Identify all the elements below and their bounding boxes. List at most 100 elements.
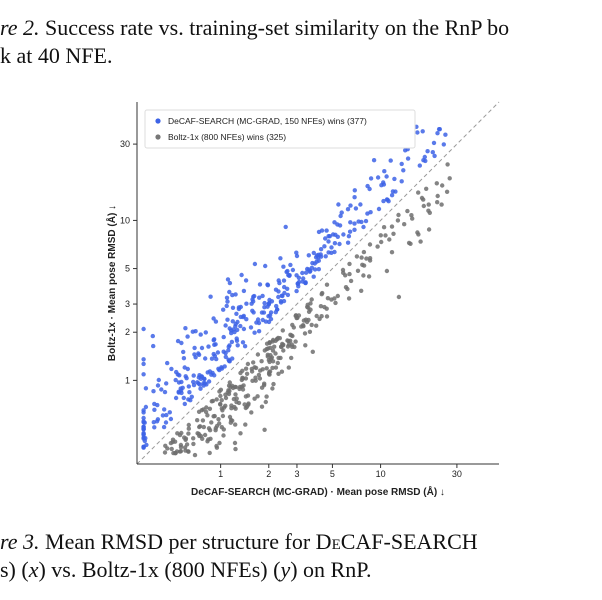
- decaf-point: [159, 387, 164, 392]
- decaf-point: [381, 182, 387, 187]
- decaf-point: [368, 210, 373, 215]
- decaf-point: [225, 317, 230, 322]
- series-boltz-points: [162, 162, 452, 458]
- boltz-point: [262, 427, 267, 432]
- decaf-point: [425, 149, 430, 154]
- boltz-point: [270, 348, 276, 353]
- boltz-point: [309, 297, 314, 302]
- decaf-point: [169, 366, 174, 372]
- decaf-point: [278, 256, 283, 261]
- decaf-point: [227, 289, 232, 295]
- decaf-point: [196, 375, 201, 380]
- boltz-point: [333, 300, 338, 306]
- boltz-point: [395, 218, 401, 223]
- boltz-point: [186, 426, 191, 431]
- y-tick-label-2: 2: [125, 327, 130, 337]
- boltz-point: [447, 176, 452, 181]
- boltz-point: [169, 446, 174, 452]
- boltz-point: [197, 433, 202, 439]
- y-tick-label-1: 1: [125, 375, 130, 385]
- boltz-point: [439, 202, 444, 207]
- boltz-point: [264, 366, 269, 371]
- boltz-point: [281, 342, 286, 347]
- boltz-point: [405, 208, 410, 214]
- boltz-point: [207, 428, 213, 433]
- decaf-point: [236, 305, 242, 310]
- x-tick-label-3: 3: [294, 469, 299, 479]
- decaf-point: [141, 361, 146, 367]
- decaf-point: [339, 210, 344, 215]
- decaf-point: [181, 349, 186, 355]
- boltz-point: [227, 414, 233, 420]
- decaf-point: [282, 284, 287, 290]
- decaf-point: [141, 432, 146, 437]
- boltz-point: [421, 203, 426, 209]
- boltz-point: [214, 397, 219, 402]
- boltz-point: [290, 322, 295, 328]
- boltz-point: [324, 314, 330, 319]
- decaf-point: [252, 293, 257, 299]
- boltz-point: [257, 376, 263, 381]
- decaf-point: [318, 247, 324, 252]
- boltz-point: [277, 336, 282, 341]
- boltz-point: [217, 389, 222, 394]
- decaf-point: [151, 389, 156, 394]
- decaf-point: [202, 376, 207, 381]
- boltz-point: [243, 366, 249, 371]
- boltz-point: [266, 371, 272, 376]
- decaf-point: [285, 268, 290, 274]
- decaf-point: [346, 234, 352, 239]
- boltz-point: [354, 254, 360, 259]
- boltz-point: [252, 396, 257, 401]
- decaf-point: [162, 389, 168, 395]
- decaf-point: [141, 408, 146, 413]
- decaf-point: [329, 245, 334, 250]
- decaf-point: [196, 352, 202, 357]
- decaf-point: [211, 316, 216, 321]
- boltz-point: [192, 452, 198, 458]
- decaf-point: [352, 188, 357, 193]
- decaf-point: [183, 374, 188, 379]
- boltz-point: [223, 395, 229, 401]
- decaf-point: [415, 130, 420, 135]
- boltz-point: [292, 344, 297, 350]
- decaf-point: [316, 258, 321, 263]
- legend-label-boltz: Boltz-1x (800 NFEs) wins (325): [168, 132, 286, 142]
- boltz-point: [267, 340, 272, 346]
- boltz-point: [347, 271, 352, 277]
- boltz-point: [244, 371, 250, 376]
- decaf-point: [141, 420, 146, 425]
- boltz-point: [220, 413, 226, 419]
- decaf-point: [281, 264, 286, 269]
- boltz-point: [216, 417, 221, 422]
- decaf-point: [234, 338, 240, 343]
- boltz-point: [375, 244, 380, 249]
- boltz-point: [434, 181, 439, 186]
- boltz-point: [213, 428, 218, 433]
- boltz-point: [262, 381, 267, 386]
- legend-box: [144, 109, 416, 149]
- boltz-point: [232, 404, 237, 410]
- boltz-point: [207, 450, 212, 456]
- decaf-point: [267, 313, 273, 318]
- boltz-point: [263, 399, 268, 405]
- decaf-point: [435, 131, 440, 136]
- decaf-point: [423, 158, 428, 164]
- boltz-point: [308, 301, 313, 306]
- decaf-point: [155, 402, 160, 408]
- boltz-point: [265, 346, 271, 351]
- decaf-point: [162, 407, 167, 412]
- boltz-point: [253, 378, 258, 383]
- decaf-point: [193, 329, 198, 334]
- boltz-point: [196, 409, 202, 414]
- decaf-point: [405, 156, 411, 161]
- boltz-point: [276, 371, 281, 376]
- boltz-point: [249, 410, 254, 415]
- decaf-point: [244, 317, 249, 322]
- decaf-point: [230, 319, 235, 324]
- decaf-point: [221, 307, 226, 312]
- y-tick-label-5: 5: [125, 264, 130, 274]
- decaf-point: [241, 326, 247, 332]
- boltz-point: [268, 353, 273, 358]
- decaf-point: [441, 142, 446, 147]
